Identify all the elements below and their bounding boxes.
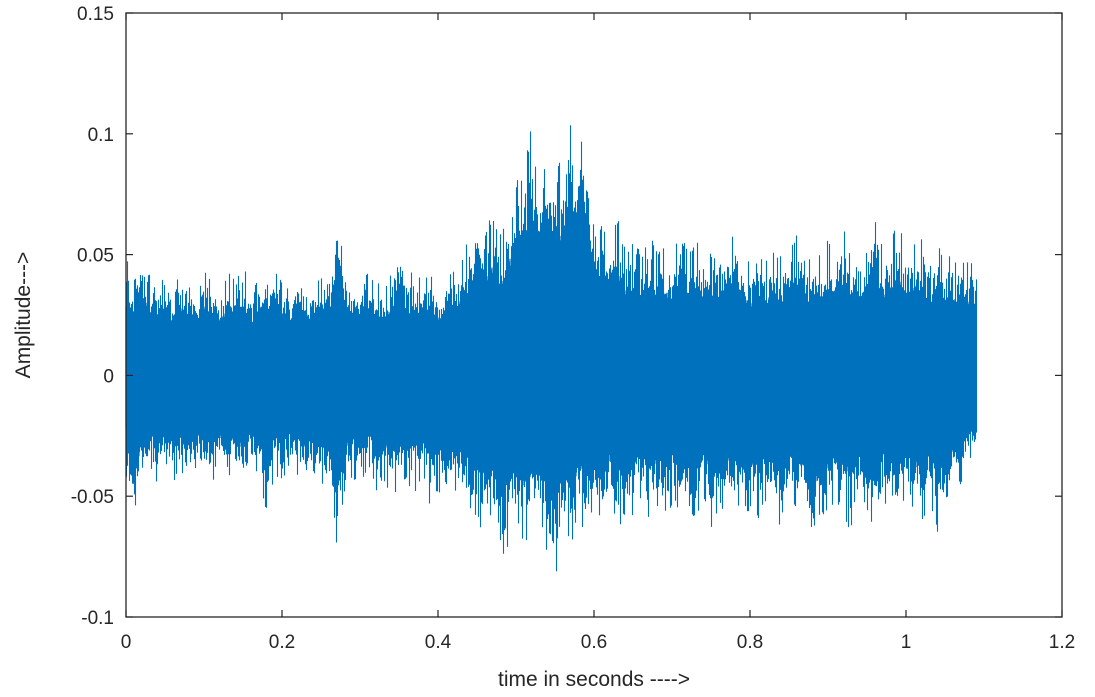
x-axis-ticks: 0 0.2 0.4 0.6 0.8 1 1.2 — [121, 13, 1075, 653]
waveform-signal — [125, 125, 978, 572]
x-tick-label: 0.6 — [581, 632, 607, 653]
x-tick-label: 0.2 — [269, 632, 295, 653]
y-tick-label: -0.1 — [81, 608, 114, 629]
y-tick-label: 0.15 — [77, 4, 114, 25]
y-axis-label: Amplitude---> — [12, 252, 35, 379]
x-tick-label: 1.2 — [1049, 632, 1075, 653]
y-tick-label: -0.05 — [71, 487, 114, 508]
x-axis-label: time in seconds ----> — [498, 668, 690, 691]
x-tick-label: 0 — [121, 632, 132, 653]
y-tick-label: 0.05 — [77, 246, 114, 267]
y-axis-ticks: -0.1 -0.05 0 0.05 0.1 0.15 — [71, 4, 1062, 629]
y-tick-label: 0.1 — [88, 125, 114, 146]
waveform-spikes — [125, 125, 978, 572]
x-tick-label: 0.8 — [737, 632, 763, 653]
x-tick-label: 0.4 — [425, 632, 452, 653]
y-tick-label: 0 — [103, 366, 114, 387]
x-tick-label: 1 — [901, 632, 912, 653]
